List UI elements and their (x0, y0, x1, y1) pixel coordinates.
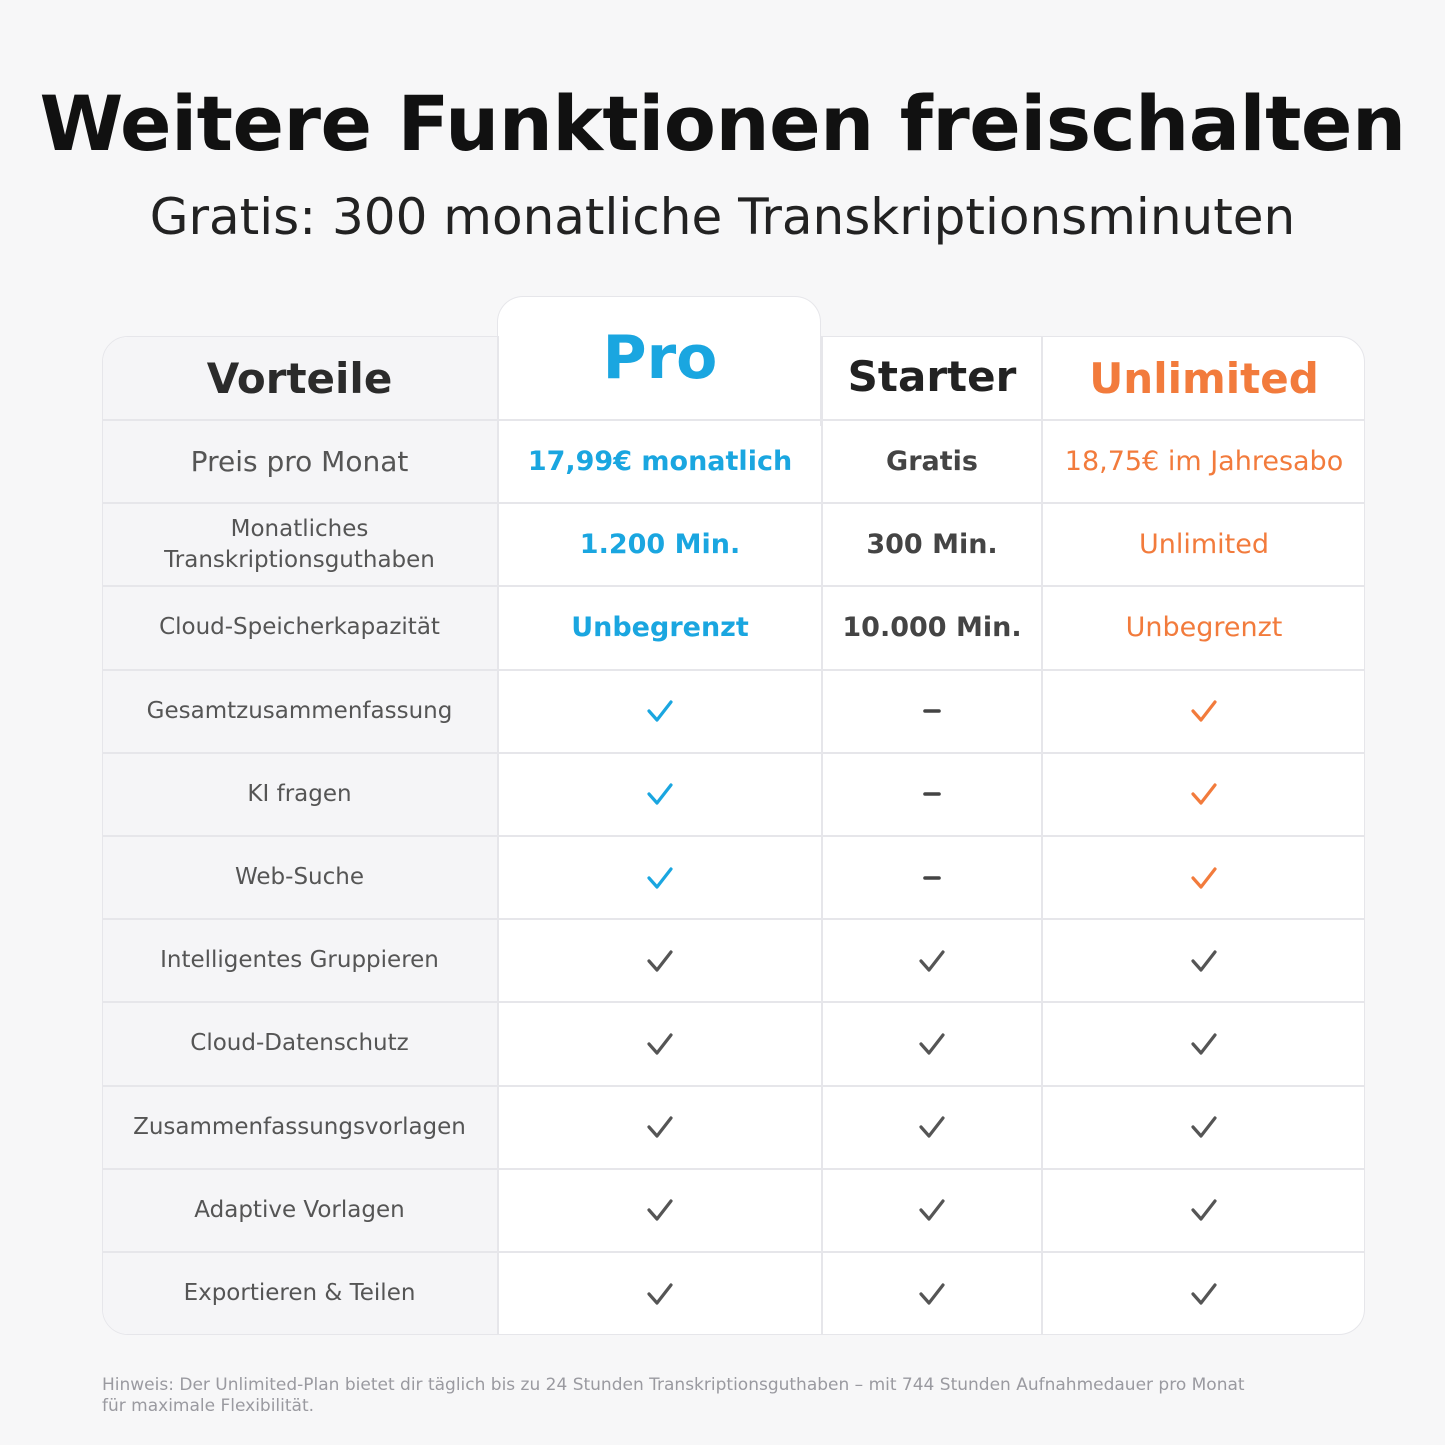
checkmark-icon (643, 1277, 677, 1311)
pro-cell (499, 753, 821, 836)
pro-cell (499, 1169, 821, 1252)
unlimited-cell (1043, 1252, 1365, 1335)
benefit-label: Cloud-Speicherkapazität (159, 614, 440, 641)
page-subtitle: Gratis: 300 monatliche Transkriptionsmin… (149, 188, 1296, 246)
checkmark-icon (643, 1193, 677, 1227)
pro-cell (499, 836, 821, 919)
checkmark-icon (643, 1110, 677, 1144)
row-divider (102, 502, 1365, 505)
starter-cell (823, 753, 1041, 836)
starter-cell (823, 1002, 1041, 1085)
pro-value: Unbegrenzt (571, 612, 749, 644)
dash-icon (915, 694, 949, 728)
unlimited-cell (1043, 1086, 1365, 1169)
starter-cell (823, 1252, 1041, 1335)
benefit-label: Zusammenfassungsvorlagen (133, 1113, 466, 1140)
benefit-label: Preis pro Monat (190, 444, 409, 478)
unlimited-cell (1043, 1169, 1365, 1252)
row-divider (102, 918, 1365, 921)
checkmark-icon (643, 944, 677, 978)
dash-icon (915, 861, 949, 895)
benefit-label: Gesamtzusammenfassung (146, 697, 453, 724)
pro-cell (499, 919, 821, 1002)
checkmark-icon (915, 1193, 949, 1227)
unlimited-cell (1043, 836, 1365, 919)
benefit-label: Exportieren & Teilen (183, 1280, 416, 1307)
pro-value: 1.200 Min. (579, 529, 741, 561)
row-divider (102, 1084, 1365, 1087)
checkmark-icon (1187, 694, 1221, 728)
pro-cell (499, 670, 821, 753)
checkmark-icon (643, 861, 677, 895)
starter-value: 10.000 Min. (842, 612, 1022, 644)
comparison-grid: Vorteile Pro Starter Unlimited Preis pro… (102, 323, 1365, 1335)
row-divider (102, 835, 1365, 837)
row-divider (102, 1167, 1365, 1170)
checkmark-icon (915, 1027, 949, 1061)
checkmark-icon (915, 1277, 949, 1311)
pro-cell (499, 1002, 821, 1085)
benefit-label: KI fragen (247, 780, 352, 807)
row-divider (102, 419, 1365, 421)
checkmark-icon (1187, 1110, 1221, 1144)
checkmark-icon (1187, 861, 1221, 895)
column-header-pro: Pro (602, 323, 718, 393)
column-header-benefits: Vorteile (206, 353, 393, 403)
checkmark-icon (915, 944, 949, 978)
unlimited-value: 18,75€ im Jahresabo (1064, 446, 1344, 478)
starter-cell (823, 1169, 1041, 1252)
benefit-label: Web-Suche (235, 864, 364, 891)
row-divider (102, 751, 1365, 754)
checkmark-icon (1187, 1277, 1221, 1311)
starter-cell (823, 670, 1041, 753)
unlimited-cell (1043, 919, 1365, 1002)
dash-icon (915, 777, 949, 811)
benefit-label: Monatliches Transkriptionsguthaben (164, 515, 435, 573)
unlimited-cell (1043, 1002, 1365, 1085)
unlimited-cell (1043, 670, 1365, 753)
starter-cell (823, 836, 1041, 919)
footnote: Hinweis: Der Unlimited-Plan bietet dir t… (102, 1375, 1245, 1417)
starter-value: Gratis (886, 446, 978, 478)
row-divider (102, 1001, 1365, 1004)
unlimited-value: Unlimited (1138, 529, 1270, 561)
row-divider (102, 1251, 1365, 1253)
unlimited-value: Unbegrenzt (1125, 612, 1283, 644)
starter-cell (823, 919, 1041, 1002)
unlimited-cell (1043, 753, 1365, 836)
page-title: Weitere Funktionen freischalten (39, 79, 1406, 168)
checkmark-icon (915, 1110, 949, 1144)
row-divider (102, 668, 1365, 671)
starter-cell (823, 1086, 1041, 1169)
checkmark-icon (1187, 777, 1221, 811)
pro-cell (499, 1086, 821, 1169)
row-divider (102, 585, 1365, 588)
benefit-label: Cloud-Datenschutz (190, 1030, 409, 1057)
pro-cell (499, 1252, 821, 1335)
checkmark-icon (1187, 1193, 1221, 1227)
benefit-label: Adaptive Vorlagen (194, 1196, 405, 1223)
checkmark-icon (643, 694, 677, 728)
checkmark-icon (1187, 944, 1221, 978)
checkmark-icon (1187, 1027, 1221, 1061)
benefit-label: Intelligentes Gruppieren (160, 947, 439, 974)
column-header-unlimited: Unlimited (1089, 353, 1319, 403)
starter-value: 300 Min. (866, 529, 998, 561)
checkmark-icon (643, 1027, 677, 1061)
pro-value: 17,99€ monatlich (527, 446, 793, 478)
checkmark-icon (643, 777, 677, 811)
column-header-starter: Starter (847, 351, 1017, 401)
